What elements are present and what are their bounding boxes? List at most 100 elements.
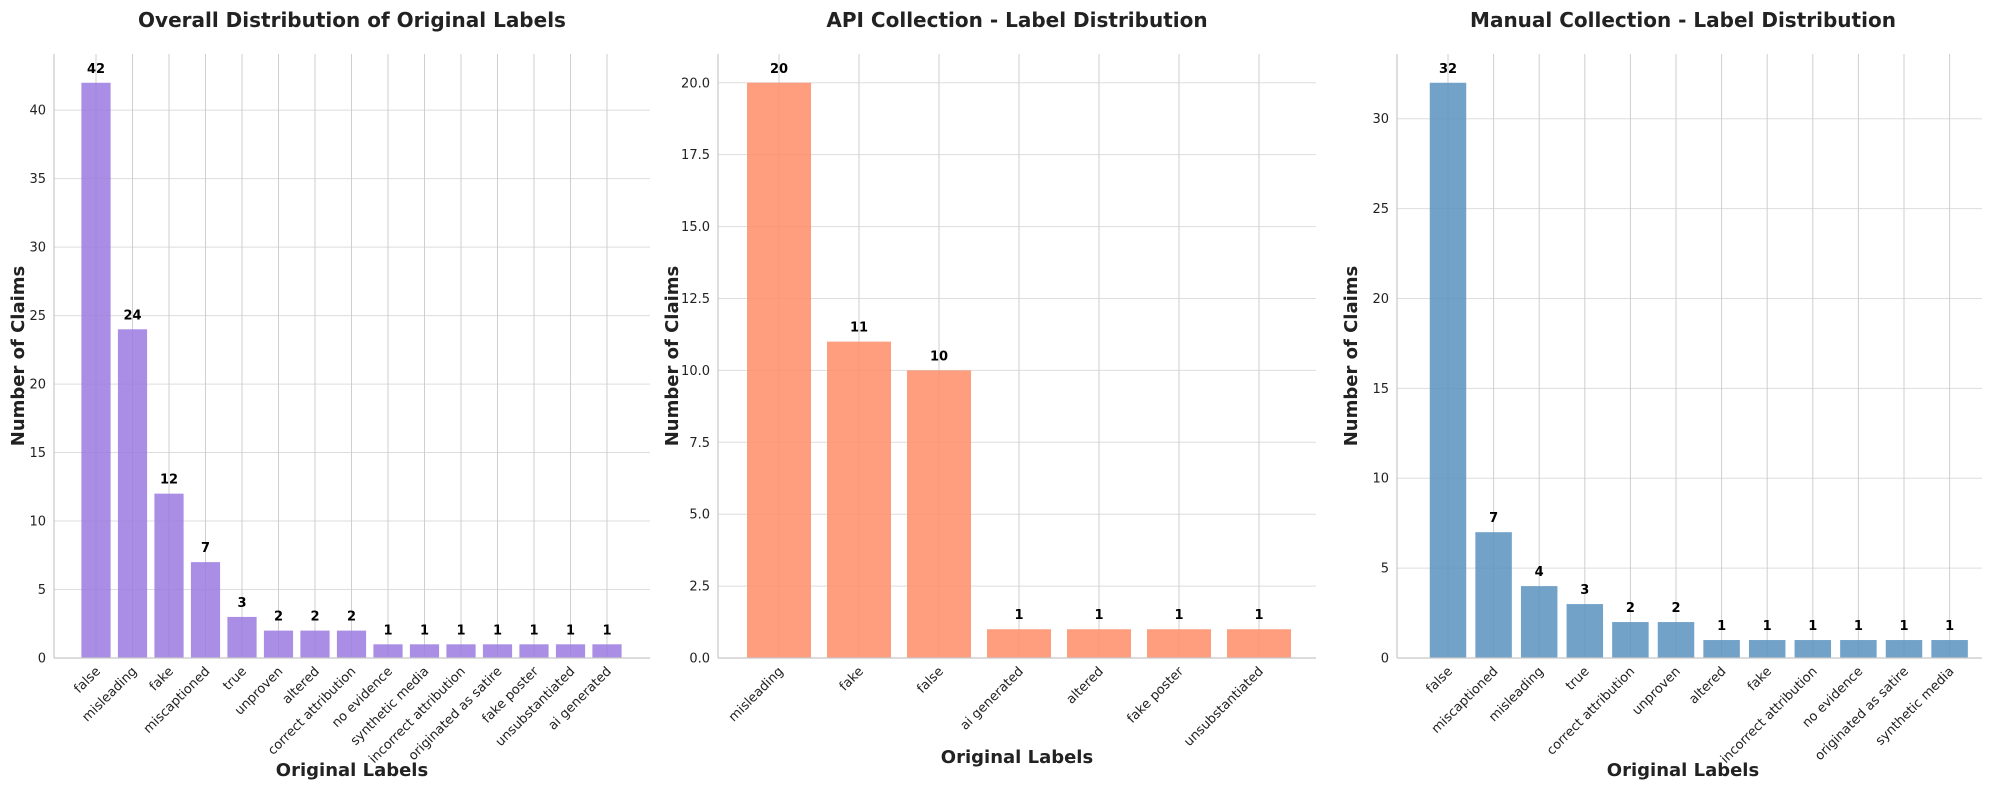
bar-overall bbox=[482, 644, 513, 658]
y-tick-label: 12.5 bbox=[681, 292, 710, 307]
data-label: 7 bbox=[1489, 511, 1498, 526]
data-label: 3 bbox=[1580, 583, 1589, 598]
data-label: 12 bbox=[160, 473, 178, 488]
data-label: 1 bbox=[1717, 619, 1726, 634]
bar-api bbox=[987, 629, 1051, 658]
data-label: 24 bbox=[123, 308, 141, 323]
y-tick-label: 10.0 bbox=[681, 364, 710, 379]
x-tick-label: miscaptioned bbox=[141, 664, 214, 737]
data-label: 2 bbox=[1626, 601, 1635, 616]
bar-manual bbox=[1703, 640, 1740, 658]
y-tick-label: 7.5 bbox=[689, 436, 710, 451]
bar-api bbox=[1067, 629, 1131, 658]
plot-area-api: 0.0 2.5 5.0 7.5 10.0 12.5 15.0 17.5 20.0 20 mislea… bbox=[681, 54, 1316, 750]
x-tick-label: ai generated bbox=[958, 664, 1027, 733]
data-label: 1 bbox=[1945, 619, 1954, 634]
data-label: 11 bbox=[850, 321, 868, 336]
bar-api bbox=[747, 82, 811, 658]
bar-overall bbox=[154, 493, 184, 658]
x-tick-label: fake poster bbox=[1124, 664, 1187, 727]
bar-overall bbox=[373, 644, 403, 658]
x-tick-label: synthetic media bbox=[1873, 664, 1958, 749]
bar-overall bbox=[592, 644, 622, 658]
x-tick-label: unproven bbox=[1630, 664, 1684, 718]
bar-overall bbox=[409, 644, 440, 658]
data-label: 1 bbox=[1174, 608, 1183, 623]
y-tick-label: 15 bbox=[29, 446, 46, 461]
data-label: 1 bbox=[1899, 619, 1908, 634]
bar-overall bbox=[336, 630, 367, 658]
data-label: 42 bbox=[87, 62, 105, 77]
y-tick-label: 30 bbox=[1372, 112, 1389, 127]
y-tick-label: 5 bbox=[1381, 562, 1389, 577]
bar-overall bbox=[81, 82, 111, 658]
data-label: 1 bbox=[1014, 608, 1023, 623]
bar-overall bbox=[300, 630, 330, 658]
data-label: 1 bbox=[1854, 619, 1863, 634]
y-tick-label: 5.0 bbox=[689, 508, 710, 523]
y-tick-label: 0.0 bbox=[689, 652, 710, 667]
y-tick-label: 10 bbox=[29, 515, 46, 530]
data-label: 32 bbox=[1439, 62, 1457, 77]
chart-panel-api: API Collection - Label Distribution Numb… bbox=[662, 8, 1316, 768]
data-label: 1 bbox=[1254, 608, 1263, 623]
x-tick-label: true bbox=[220, 664, 249, 693]
bar-manual bbox=[1475, 532, 1512, 658]
y-axis-label-api: Number of Claims bbox=[662, 266, 683, 447]
y-axis-label-manual: Number of Claims bbox=[1341, 266, 1362, 447]
y-tick-label: 15 bbox=[1372, 382, 1389, 397]
x-tick-label: fake bbox=[837, 664, 867, 694]
data-label: 2 bbox=[1671, 601, 1680, 616]
x-tick-label: altered bbox=[1064, 664, 1107, 707]
y-tick-label: 0 bbox=[38, 652, 46, 667]
y-tick-label: 20.0 bbox=[681, 76, 710, 91]
data-label: 10 bbox=[930, 349, 948, 364]
x-tick-label: true bbox=[1563, 664, 1592, 693]
x-axis-label-overall: Original Labels bbox=[276, 760, 428, 781]
x-tick-label: false bbox=[71, 664, 103, 696]
x-tick-label: false bbox=[914, 664, 946, 696]
data-label: 1 bbox=[1763, 619, 1772, 634]
y-tick-label: 0 bbox=[1381, 652, 1389, 667]
data-label: 2 bbox=[274, 610, 283, 625]
y-tick-label: 20 bbox=[1372, 292, 1389, 307]
bar-manual bbox=[1748, 640, 1786, 658]
x-axis-label-api: Original Labels bbox=[941, 747, 1093, 768]
y-tick-label: 20 bbox=[29, 378, 46, 393]
bar-manual bbox=[1429, 82, 1467, 658]
bar-manual bbox=[1885, 640, 1923, 658]
y-tick-label: 17.5 bbox=[681, 148, 710, 163]
data-label: 1 bbox=[529, 623, 538, 638]
y-tick-label: 5 bbox=[38, 583, 46, 598]
chart-title-overall: Overall Distribution of Original Labels bbox=[138, 8, 566, 32]
bar-manual bbox=[1612, 622, 1649, 658]
data-label: 1 bbox=[566, 623, 575, 638]
y-tick-label: 10 bbox=[1372, 472, 1389, 487]
bar-overall bbox=[519, 644, 549, 658]
x-tick-label: misleading bbox=[726, 664, 787, 725]
x-tick-label: altered bbox=[1686, 664, 1729, 707]
data-label: 1 bbox=[1094, 608, 1103, 623]
data-label: 1 bbox=[383, 623, 392, 638]
chart-title-api: API Collection - Label Distribution bbox=[826, 8, 1207, 32]
x-tick-label: false bbox=[1423, 664, 1455, 696]
data-label: 20 bbox=[770, 62, 788, 77]
chart-title-manual: Manual Collection - Label Distribution bbox=[1470, 8, 1896, 32]
y-tick-label: 25 bbox=[29, 309, 46, 324]
x-tick-label: correct attribution bbox=[1544, 664, 1638, 758]
y-tick-label: 25 bbox=[1372, 202, 1389, 217]
data-label: 2 bbox=[347, 610, 356, 625]
y-tick-label: 30 bbox=[29, 241, 46, 256]
data-label: 1 bbox=[456, 623, 465, 638]
bar-manual bbox=[1840, 640, 1877, 658]
x-tick-label: unsubstantiated bbox=[1181, 664, 1266, 749]
bar-api bbox=[907, 370, 971, 658]
y-axis-label-overall: Number of Claims bbox=[8, 266, 29, 447]
data-label: 4 bbox=[1535, 565, 1544, 580]
bar-api bbox=[1147, 629, 1211, 658]
data-label: 1 bbox=[493, 623, 502, 638]
bar-overall bbox=[117, 329, 148, 658]
bar-overall bbox=[190, 562, 221, 658]
x-axis-label-manual: Original Labels bbox=[1607, 760, 1759, 781]
bar-overall bbox=[446, 644, 476, 658]
